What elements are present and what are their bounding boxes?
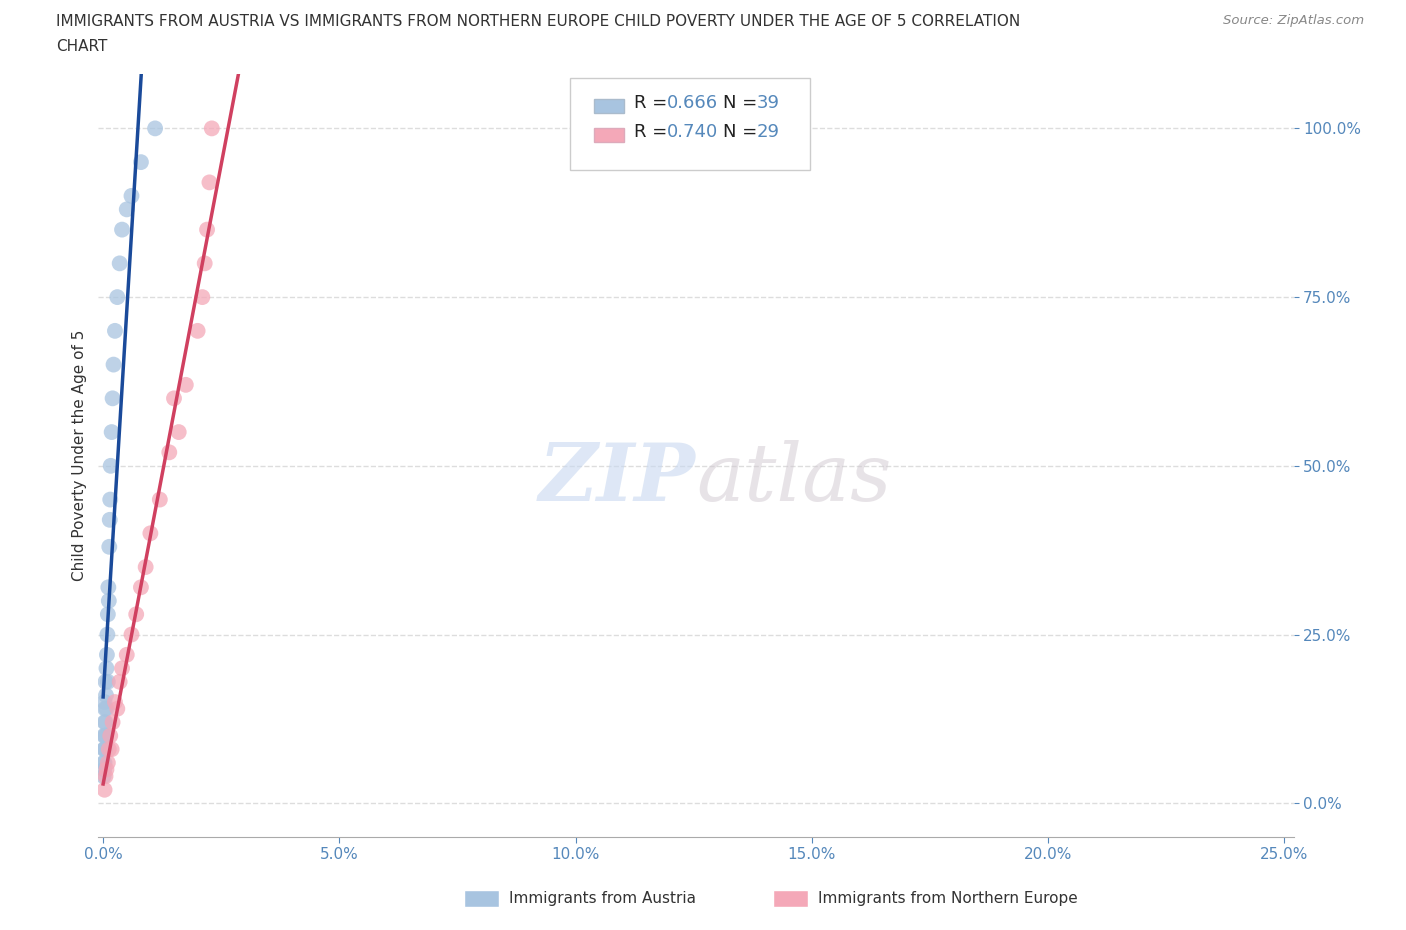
Point — [97, 593, 120, 608]
Text: atlas: atlas — [696, 440, 891, 517]
Point — [104, 324, 127, 339]
Point — [94, 701, 117, 716]
Point — [96, 762, 118, 777]
Point — [97, 755, 120, 770]
Point — [93, 755, 115, 770]
Point — [167, 425, 190, 440]
Text: Immigrants from Northern Europe: Immigrants from Northern Europe — [818, 891, 1078, 906]
Text: Source: ZipAtlas.com: Source: ZipAtlas.com — [1223, 14, 1364, 27]
Point — [111, 661, 134, 676]
Point — [94, 742, 117, 757]
Text: CHART: CHART — [56, 39, 108, 54]
Point — [121, 627, 143, 642]
Point — [93, 762, 115, 777]
Point — [97, 607, 120, 622]
Point — [100, 425, 122, 440]
Text: R =: R = — [634, 124, 673, 141]
Point — [129, 580, 152, 595]
Text: 0.740: 0.740 — [668, 124, 718, 141]
Point — [94, 728, 117, 743]
Point — [98, 539, 121, 554]
Point — [149, 492, 172, 507]
Point — [187, 324, 209, 339]
Point — [93, 742, 115, 757]
Point — [98, 512, 121, 527]
Point — [93, 742, 115, 757]
Point — [108, 674, 131, 689]
Point — [191, 289, 214, 304]
Point — [125, 607, 148, 622]
Text: 29: 29 — [756, 124, 780, 141]
Point — [93, 782, 115, 797]
Point — [115, 202, 138, 217]
Point — [198, 175, 221, 190]
Point — [195, 222, 218, 237]
Point — [96, 627, 118, 642]
Point — [129, 154, 152, 169]
Point — [101, 391, 124, 405]
Point — [201, 121, 224, 136]
Text: 0.666: 0.666 — [668, 94, 718, 113]
Point — [94, 674, 117, 689]
Point — [98, 492, 121, 507]
Point — [111, 222, 134, 237]
Point — [96, 661, 118, 676]
Text: N =: N = — [724, 94, 763, 113]
Point — [93, 715, 115, 730]
Point — [115, 647, 138, 662]
Point — [97, 580, 120, 595]
Point — [104, 695, 127, 710]
Point — [105, 289, 128, 304]
Point — [100, 742, 122, 757]
Point — [121, 189, 143, 204]
Text: ZIP: ZIP — [538, 440, 696, 517]
Point — [97, 674, 120, 689]
Text: IMMIGRANTS FROM AUSTRIA VS IMMIGRANTS FROM NORTHERN EUROPE CHILD POVERTY UNDER T: IMMIGRANTS FROM AUSTRIA VS IMMIGRANTS FR… — [56, 14, 1021, 29]
Point — [93, 755, 115, 770]
Point — [96, 647, 118, 662]
Point — [108, 256, 131, 271]
Text: 39: 39 — [756, 94, 780, 113]
Point — [101, 715, 124, 730]
Point — [139, 525, 162, 540]
Text: Immigrants from Austria: Immigrants from Austria — [509, 891, 696, 906]
Point — [93, 728, 115, 743]
Point — [97, 742, 120, 757]
Point — [105, 701, 128, 716]
Point — [103, 357, 125, 372]
Point — [163, 391, 186, 405]
Point — [100, 458, 122, 473]
Point — [94, 769, 117, 784]
FancyBboxPatch shape — [595, 100, 624, 113]
Point — [94, 715, 117, 730]
Y-axis label: Child Poverty Under the Age of 5: Child Poverty Under the Age of 5 — [72, 330, 87, 581]
Text: R =: R = — [634, 94, 673, 113]
Point — [94, 688, 117, 703]
Point — [98, 728, 121, 743]
Point — [174, 378, 197, 392]
Text: N =: N = — [724, 124, 763, 141]
Point — [94, 728, 117, 743]
Point — [96, 701, 118, 716]
FancyBboxPatch shape — [595, 128, 624, 141]
FancyBboxPatch shape — [571, 78, 810, 170]
Point — [93, 769, 115, 784]
Point — [194, 256, 217, 271]
Point — [143, 121, 166, 136]
Point — [93, 695, 115, 710]
Point — [157, 445, 180, 459]
Point — [135, 560, 157, 575]
